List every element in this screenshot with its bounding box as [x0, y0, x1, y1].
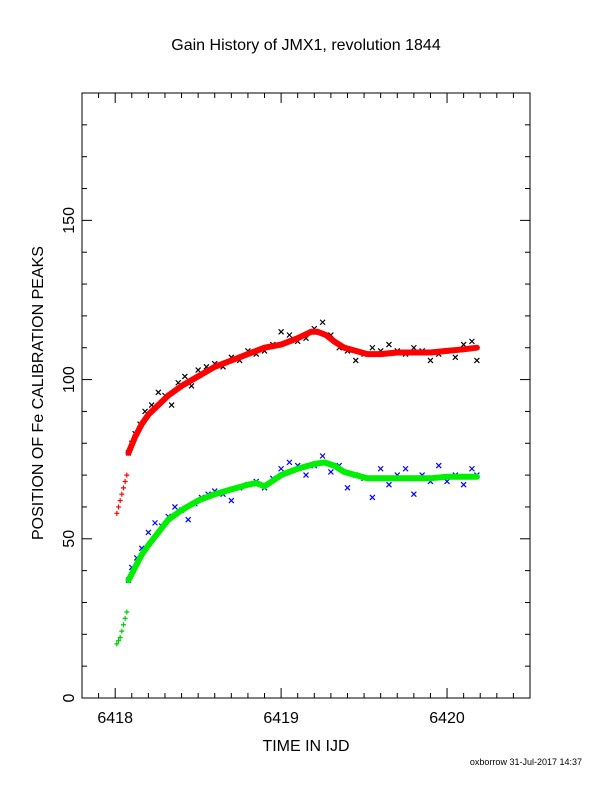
data-point: [114, 641, 120, 647]
data-point: [181, 373, 188, 380]
y-tick-label: 150: [61, 207, 78, 234]
data-point: [122, 478, 128, 484]
data-point: [152, 519, 158, 526]
data-point: [369, 344, 376, 351]
data-point: [116, 638, 122, 644]
series-line: [125, 328, 480, 456]
series-4: [125, 459, 480, 584]
footer-credit: oxborrow 31-Jul-2017 14:37: [469, 757, 582, 767]
data-point: [410, 344, 417, 351]
x-tick-label: 6420: [429, 710, 465, 727]
data-point: [344, 484, 351, 491]
data-point: [369, 494, 376, 501]
data-point: [114, 510, 120, 516]
data-point: [402, 465, 409, 472]
data-point: [460, 481, 467, 488]
data-point: [435, 462, 442, 469]
data-point: [171, 504, 178, 510]
data-point: [116, 504, 122, 510]
data-point: [120, 622, 126, 628]
data-point: [386, 341, 392, 348]
x-tick-label: 6418: [97, 710, 133, 727]
x-axis-label: TIME IN IJD: [262, 738, 350, 755]
data-point: [155, 389, 162, 396]
y-tick-label: 0: [61, 693, 78, 702]
data-point: [469, 338, 475, 345]
data-point: [120, 485, 126, 491]
data-point: [303, 472, 309, 479]
data-point: [145, 529, 152, 536]
axis-ticks: 6418 6419 6420 0 50 100 150: [61, 92, 531, 727]
data-point: [117, 635, 123, 640]
data-point: [352, 357, 359, 364]
data-point: [377, 465, 384, 472]
series-2: [114, 472, 130, 516]
data-point: [319, 453, 326, 459]
data-point: [228, 497, 235, 504]
data-point: [195, 367, 202, 373]
data-point: [410, 491, 417, 498]
data-point: [286, 332, 293, 338]
chart-title: Gain History of JMX1, revolution 1844: [171, 37, 441, 54]
data-point: [117, 498, 123, 504]
data-point: [122, 615, 128, 621]
plot-frame: [81, 92, 531, 699]
data-point: [168, 402, 175, 408]
data-point: [286, 459, 293, 466]
data-point: [278, 465, 285, 472]
data-point: [124, 472, 130, 478]
data-point: [427, 357, 434, 364]
series-5: [114, 609, 130, 647]
data-point: [185, 516, 192, 523]
series-3: [125, 453, 480, 584]
data-point: [124, 609, 130, 615]
data-point: [469, 465, 475, 472]
y-tick-label: 100: [61, 366, 78, 393]
data-point: [386, 481, 392, 488]
series-1: [125, 328, 480, 456]
data-point: [327, 468, 334, 475]
plot-series: [114, 319, 480, 647]
data-point: [473, 357, 480, 364]
data-point: [119, 491, 125, 497]
data-point: [452, 354, 459, 361]
y-tick-label: 50: [61, 530, 78, 548]
data-point: [278, 328, 285, 335]
data-point: [319, 319, 326, 326]
x-tick-label: 6419: [263, 710, 299, 727]
series-line: [125, 459, 480, 584]
data-point: [119, 628, 125, 634]
